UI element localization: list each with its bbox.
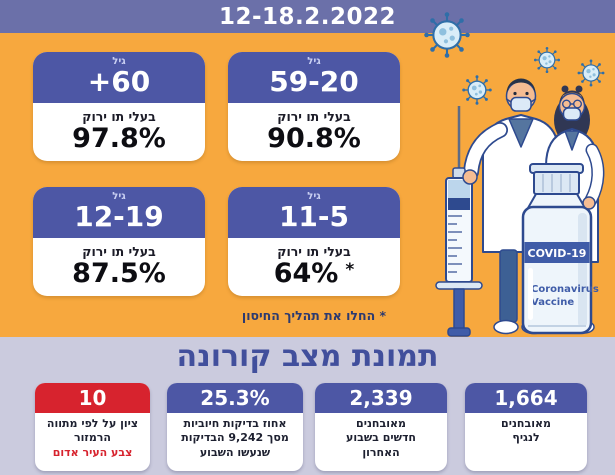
age-card-header: גיל 59-20	[228, 52, 400, 103]
stat-value: 25.3%	[167, 383, 303, 413]
age-card-5-11: גיל 11-5 בעלי תו ירוק 64% *	[228, 187, 400, 296]
green-pass-percentage: 64%	[273, 258, 339, 290]
age-card-12-19: גיל 12-19 בעלי תו ירוק 87.5%	[33, 187, 205, 296]
stat-line: אחוז בדיקות חיוביות	[183, 417, 287, 430]
age-range: +60	[87, 65, 151, 99]
age-label: גיל	[112, 56, 126, 68]
date-banner: 12-18.2.2022	[0, 0, 615, 33]
stat-line: מסך 9,242 הבדיקות	[181, 431, 289, 445]
report-date: 12-18.2.2022	[218, 3, 397, 30]
stat-card-new-cases: 2,339 מאובחנים חדשים בשבוע האחרון	[315, 383, 447, 471]
green-pass-label: בעלי תו ירוק	[277, 109, 351, 125]
green-pass-label: בעלי תו ירוק	[82, 244, 156, 260]
stat-description: מאובחנים חדשים בשבוע האחרון	[315, 413, 447, 460]
age-card-header: גיל +60	[33, 52, 205, 103]
age-card-header: גיל 11-5	[228, 187, 400, 238]
stat-line: מאובחנים	[356, 417, 406, 430]
stat-value: 10	[35, 383, 150, 413]
stat-line: הרמזור	[74, 431, 111, 445]
stat-line: לנגיף	[512, 431, 540, 445]
stat-value: 2,339	[315, 383, 447, 413]
age-range: 59-20	[269, 65, 359, 99]
age-card-body: בעלי תו ירוק 87.5%	[33, 238, 205, 296]
green-pass-percentage: 87.5%	[72, 258, 166, 290]
age-range: 12-19	[74, 200, 164, 234]
stat-card-positive-tests: 25.3% אחוז בדיקות חיוביות מסך 9,242 הבדי…	[167, 383, 303, 471]
age-card-body: בעלי תו ירוק 90.8%	[228, 103, 400, 161]
green-pass-label: בעלי תו ירוק	[277, 244, 351, 260]
stat-card-traffic-light-score: 10 ציון על לפי מתווה הרמזור צבע העיר אדו…	[35, 383, 150, 471]
age-label: גיל	[307, 191, 321, 203]
vaccination-footnote: * החלו את תהליך החיסון	[241, 308, 387, 323]
stat-highlight-line: צבע העיר אדום	[52, 445, 133, 459]
green-pass-label: בעלי תו ירוק	[82, 109, 156, 125]
asterisk-mark: *	[345, 259, 355, 280]
green-pass-percentage: 90.8%	[267, 123, 361, 155]
stat-description: אחוז בדיקות חיוביות מסך 9,242 הבדיקות שנ…	[167, 413, 303, 460]
status-section-title: תמונת מצב קורונה	[176, 339, 439, 374]
stat-line: חדשים בשבוע	[346, 431, 416, 445]
stat-line: ציון על לפי מתווה	[46, 417, 139, 430]
stat-line: מאובחנים	[501, 417, 551, 430]
age-card-body: בעלי תו ירוק 97.8%	[33, 103, 205, 161]
age-card-20-59: גיל 59-20 בעלי תו ירוק 90.8%	[228, 52, 400, 161]
age-range: 11-5	[278, 200, 350, 234]
age-card-body: בעלי תו ירוק 64% *	[228, 238, 400, 296]
stat-line: האחרון	[362, 445, 400, 459]
age-card-60plus: גיל +60 בעלי תו ירוק 97.8%	[33, 52, 205, 161]
stat-description: ציון על לפי מתווה הרמזור צבע העיר אדום	[35, 413, 150, 460]
stat-line: שנעשו השבוע	[199, 445, 271, 459]
age-label: גיל	[112, 191, 126, 203]
age-card-header: גיל 12-19	[33, 187, 205, 238]
stat-description: מאובחנים לנגיף	[465, 413, 587, 446]
age-label: גיל	[307, 56, 321, 68]
green-pass-percentage: 97.8%	[72, 123, 166, 155]
stat-value: 1,664	[465, 383, 587, 413]
stat-card-diagnosed: 1,664 מאובחנים לנגיף	[465, 383, 587, 471]
